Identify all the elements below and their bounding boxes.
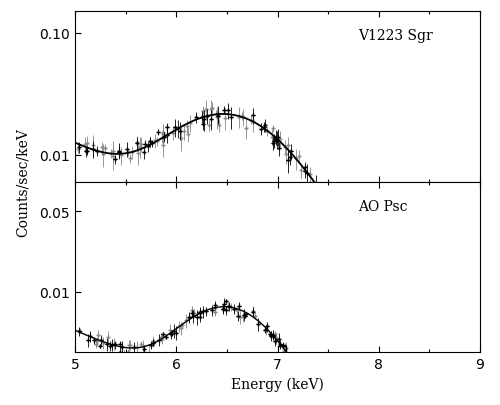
- Text: AO Psc: AO Psc: [358, 199, 408, 213]
- X-axis label: Energy (keV): Energy (keV): [231, 377, 324, 391]
- Text: Counts/sec/keV: Counts/sec/keV: [16, 128, 30, 237]
- Text: V1223 Sgr: V1223 Sgr: [358, 29, 433, 43]
